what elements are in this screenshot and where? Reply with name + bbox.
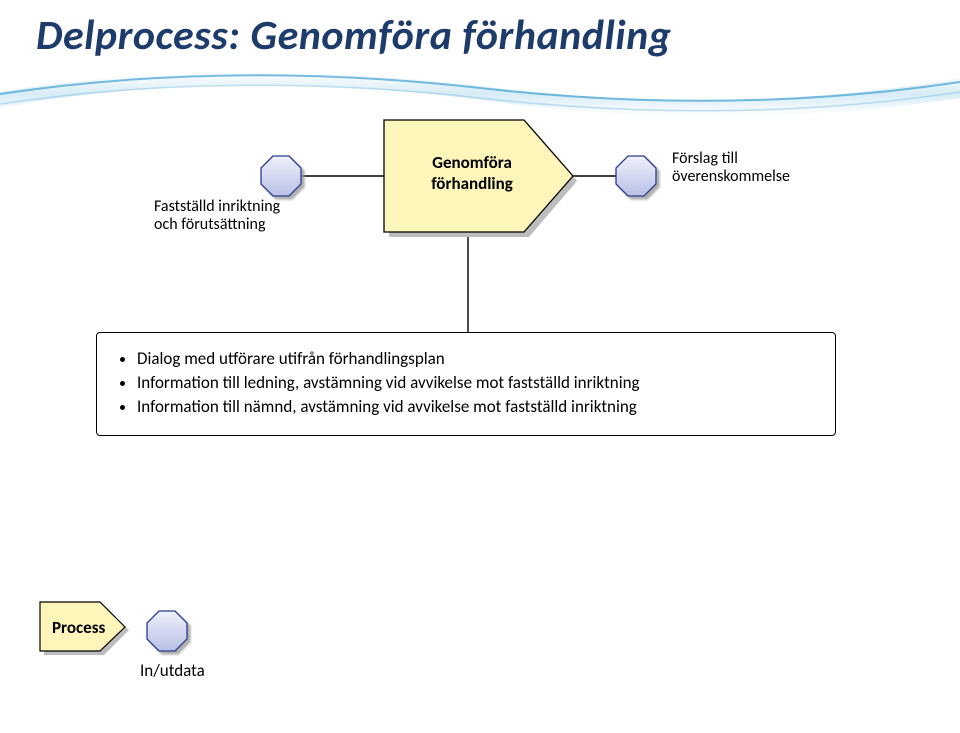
details-item: Dialog med utförare utifrån förhandlings… bbox=[137, 347, 815, 371]
details-item: Information till nämnd, avstämning vid a… bbox=[137, 395, 815, 419]
output-io-node bbox=[616, 156, 656, 196]
legend-io-label: In/utdata bbox=[140, 660, 205, 681]
details-item: Information till ledning, avstämning vid… bbox=[137, 371, 815, 395]
legend-io-shape bbox=[147, 611, 187, 651]
input-label: Fastställd inriktning och förutsättning bbox=[154, 198, 280, 235]
input-io-node bbox=[261, 156, 301, 196]
details-list: Dialog med utförare utifrån förhandlings… bbox=[117, 347, 815, 419]
legend-process-label: Process bbox=[52, 617, 105, 638]
process-label: Genomföra förhandling bbox=[398, 152, 546, 194]
output-label: Förslag till överenskommelse bbox=[672, 150, 790, 187]
details-box: Dialog med utförare utifrån förhandlings… bbox=[96, 332, 836, 436]
